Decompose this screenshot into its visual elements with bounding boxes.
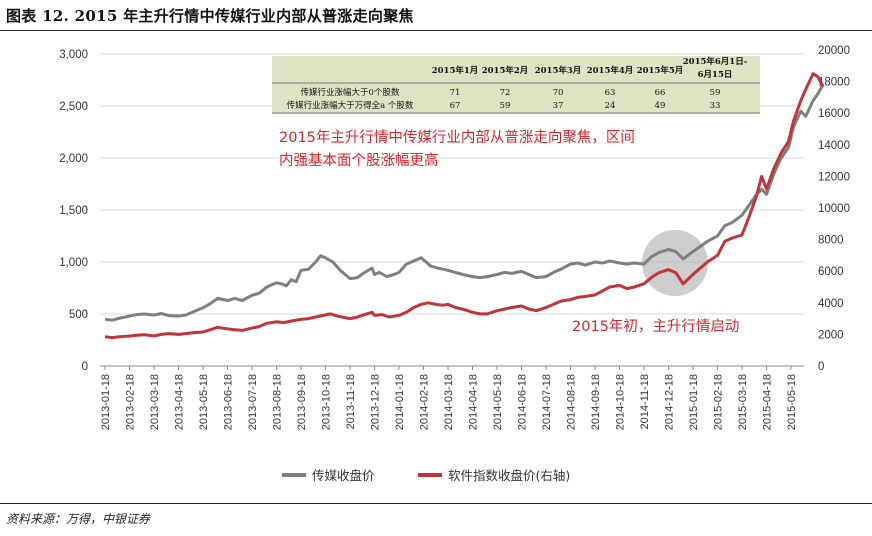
x-tick-label: 2014-08-18 <box>566 374 578 430</box>
x-tick-label: 2014-12-18 <box>664 374 676 430</box>
table-cell: 24 <box>605 101 616 111</box>
x-tick-label: 2015-04-18 <box>762 374 774 430</box>
right-tick-label: 0 <box>818 361 824 373</box>
x-tick-label: 2014-02-18 <box>419 374 431 430</box>
table-cell: 72 <box>500 88 511 98</box>
left-axis-ticks: 0 500 1,000 1,500 2,000 2,500 3,000 <box>59 49 88 373</box>
table-header-cell: 2015年5月 <box>637 65 684 76</box>
right-tick-label: 6000 <box>818 266 844 278</box>
x-tick-label: 2014-03-18 <box>443 374 455 430</box>
table-cell: 67 <box>450 101 461 111</box>
table-header-cell: 2015年6月1日- <box>683 56 748 67</box>
table-cell: 63 <box>605 88 616 98</box>
annotation-main-line1: 2015年主升行情中传媒行业内部从普涨走向聚焦，区间 <box>279 129 635 146</box>
x-tick-label: 2013-12-18 <box>370 374 382 430</box>
x-tick-label: 2013-01-18 <box>100 374 112 430</box>
x-tick-label: 2015-05-18 <box>786 374 798 430</box>
x-tick-label: 2015-02-18 <box>713 374 725 430</box>
annotation-start: 2015年初，主升行情启动 <box>572 318 739 335</box>
table-header-cell: 2015年3月 <box>535 65 582 76</box>
table-header-cell: 2015年2月 <box>482 65 529 76</box>
legend-label-software: 软件指数收盘价(右轴) <box>448 468 570 483</box>
x-tick-label: 2013-04-18 <box>174 374 186 430</box>
x-tick-label: 2014-07-18 <box>541 374 553 430</box>
figure-title: 图表 12. 2015 年主升行情中传媒行业内部从普涨走向聚焦 <box>6 7 414 25</box>
table-cell: 59 <box>710 88 721 98</box>
x-tick-label: 2013-06-18 <box>223 374 235 430</box>
title-rule <box>0 30 872 31</box>
legend-label-media: 传媒收盘价 <box>312 468 375 483</box>
series-software-line <box>104 72 825 340</box>
table-cell: 66 <box>655 88 666 98</box>
x-tick-label: 2013-07-18 <box>247 374 259 430</box>
right-axis-ticks: 0 2000 4000 6000 8000 10000 12000 14000 16000 180… <box>818 45 850 373</box>
x-tick-label: 2013-05-18 <box>198 374 210 430</box>
x-tick-label: 2015-01-18 <box>688 374 700 430</box>
table-cell: 59 <box>500 101 511 111</box>
table-cell: 37 <box>553 101 564 111</box>
left-tick-label: 1,000 <box>59 257 88 269</box>
left-tick-label: 1,500 <box>59 205 88 217</box>
x-tick-label: 2014-10-18 <box>615 374 627 430</box>
stats-table: 2015年1月 2015年2月 2015年3月 2015年4月 2015年5月2015年… <box>272 56 760 114</box>
annotation-main-line2: 内强基本面个股涨幅更高 <box>279 152 439 169</box>
x-tick-label: 2014-06-18 <box>517 374 529 430</box>
x-tick-label: 2013-11-18 <box>345 374 357 429</box>
x-tick-label: 2014-04-18 <box>468 374 480 430</box>
legend: 传媒收盘价 软件指数收盘价(右轴) <box>282 468 570 483</box>
left-tick-label: 2,000 <box>59 153 88 165</box>
table-cell: 71 <box>450 88 461 98</box>
right-tick-label: 12000 <box>818 171 850 183</box>
x-tick-label: 2014-09-18 <box>590 374 602 430</box>
table-header-cell: 6月15日 <box>698 70 733 80</box>
x-tick-label: 2013-09-18 <box>296 374 308 430</box>
right-tick-label: 20000 <box>818 45 850 57</box>
right-tick-label: 4000 <box>818 298 844 310</box>
x-tick-label: 2015-03-18 <box>737 374 749 430</box>
left-tick-label: 3,000 <box>59 49 88 61</box>
source-rule <box>0 503 872 504</box>
x-tick-label: 2013-02-18 <box>125 374 137 430</box>
table-row-label: 传媒行业涨幅大于万得全a 个股数 <box>287 100 414 111</box>
x-tick-label: 2013-10-18 <box>321 374 333 430</box>
chart: 0 500 1,000 1,500 2,000 2,500 3,000 0 2000 4000 6… <box>59 45 850 483</box>
table-cell: 33 <box>710 101 721 111</box>
right-tick-label: 14000 <box>818 140 850 152</box>
right-tick-label: 2000 <box>818 329 844 341</box>
right-tick-label: 18000 <box>818 77 850 89</box>
table-row-label: 传媒行业涨幅大于0个股数 <box>301 87 400 98</box>
right-tick-label: 16000 <box>818 108 850 120</box>
x-tick-label: 2014-01-18 <box>394 374 406 430</box>
right-tick-label: 10000 <box>818 203 850 215</box>
highlight-circle <box>642 230 708 296</box>
x-tick-label: 2014-11-18 <box>639 374 651 429</box>
right-tick-label: 8000 <box>818 235 844 247</box>
table-cell: 70 <box>553 88 564 98</box>
x-tick-label: 2013-08-18 <box>272 374 284 430</box>
left-tick-label: 0 <box>82 361 88 373</box>
x-tick-label: 2013-03-18 <box>149 374 161 430</box>
x-tick-label: 2014-05-18 <box>492 374 504 430</box>
table-header-cell: 2015年1月 <box>432 65 479 76</box>
left-tick-label: 2,500 <box>59 101 88 113</box>
table-header-cell: 2015年4月 <box>587 65 634 76</box>
table-cell: 49 <box>655 101 666 111</box>
left-tick-label: 500 <box>69 309 88 321</box>
series-media-line <box>104 84 825 322</box>
x-axis-ticks: 2013-01-18 2013-02-18 2013-03-18 2013-04-18… <box>100 366 798 430</box>
source-note: 资料来源：万得，中银证券 <box>6 512 151 526</box>
